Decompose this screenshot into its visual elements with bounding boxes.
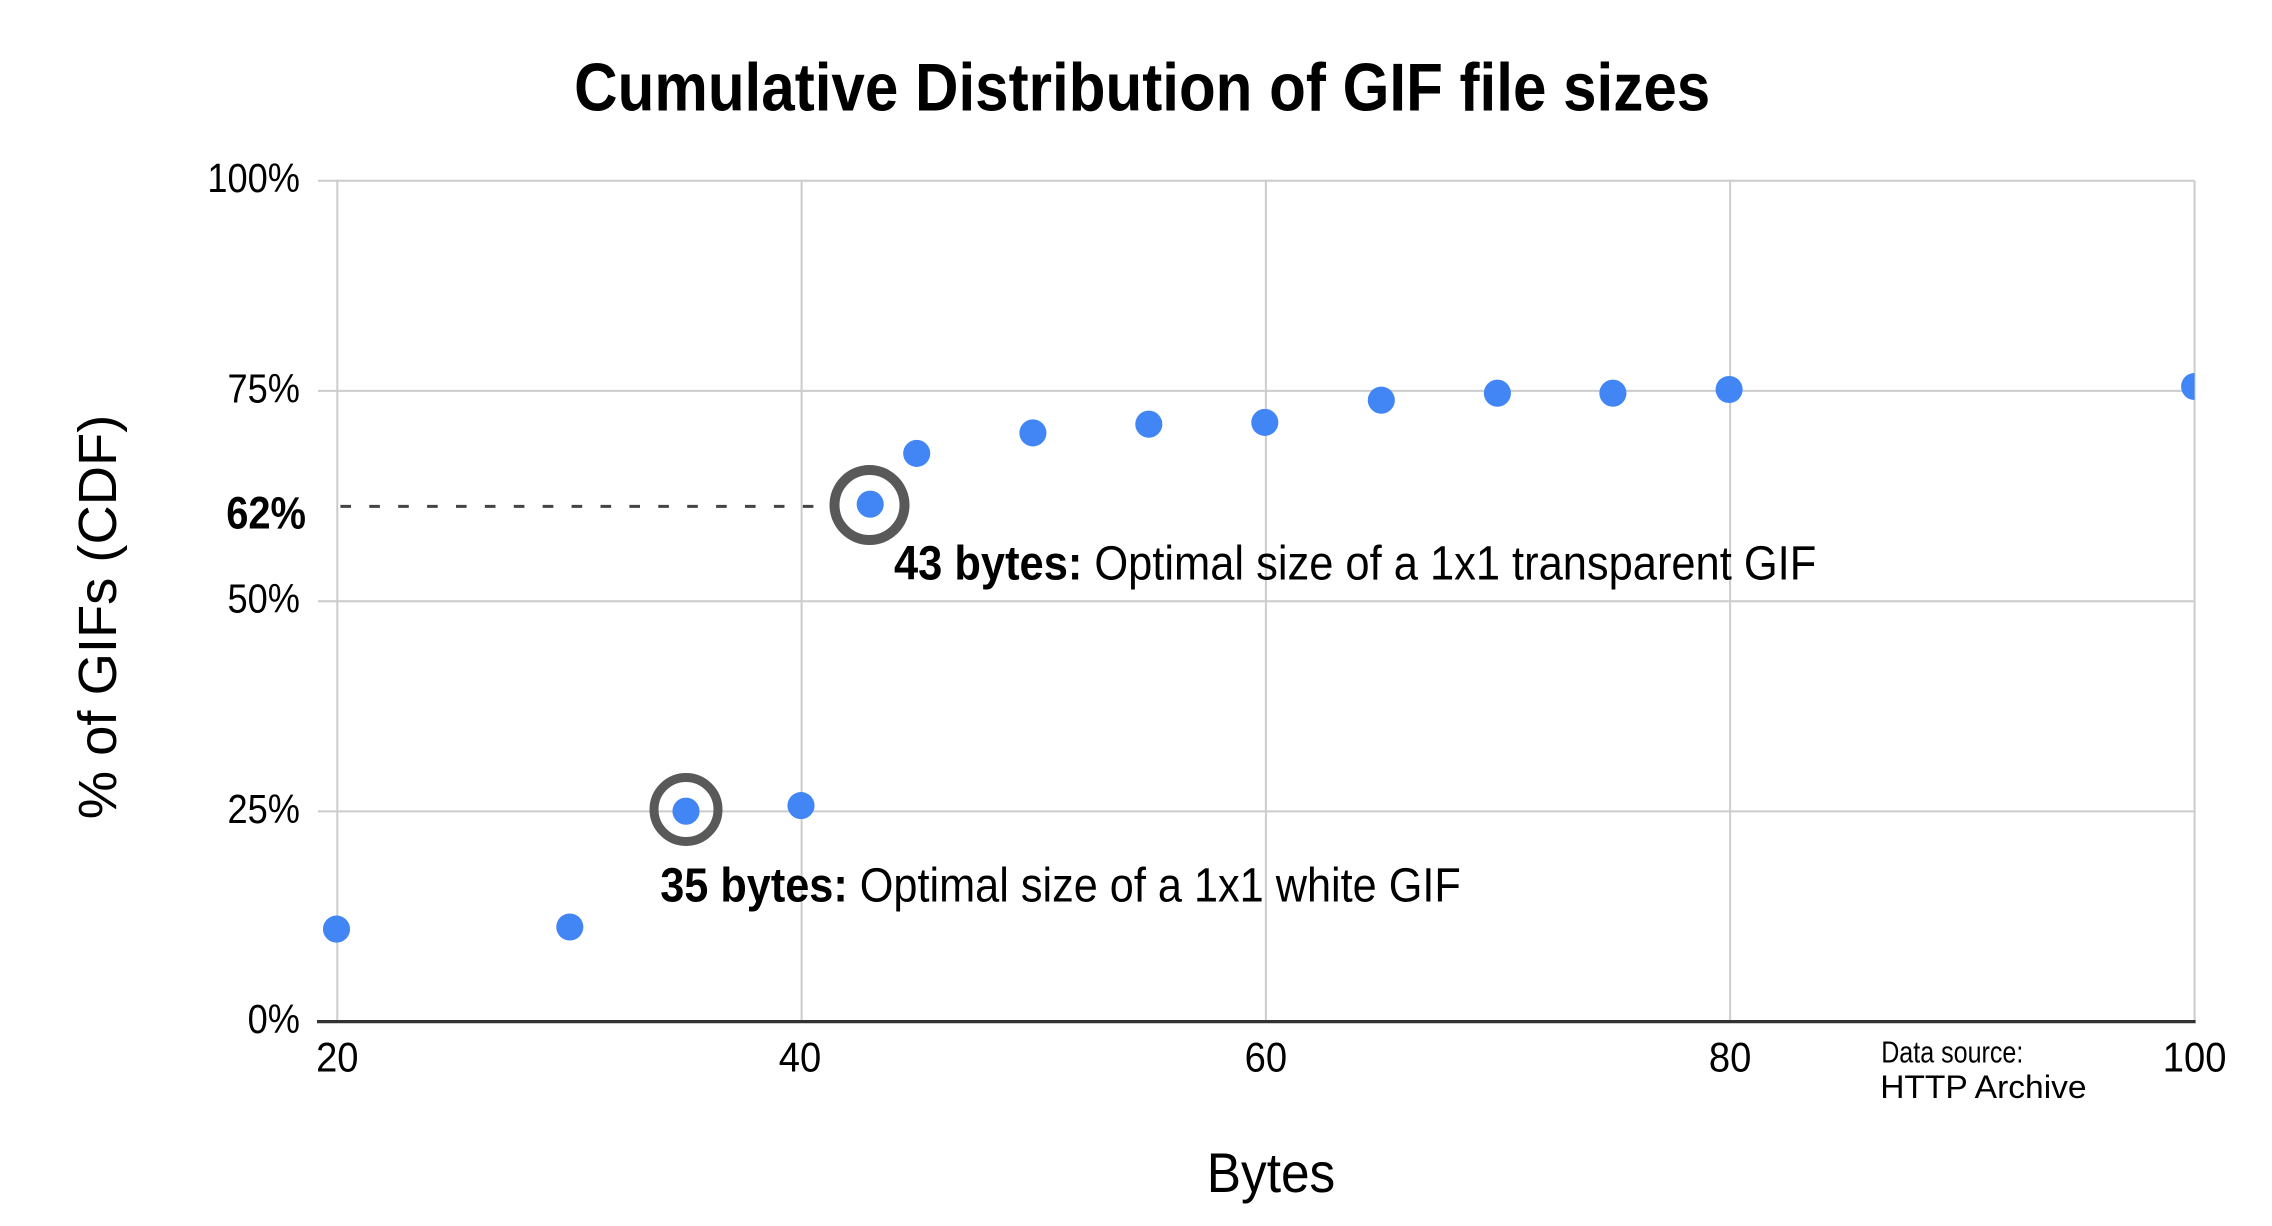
svg-text:35 bytes: Optimal size of a 1x: 35 bytes: Optimal size of a 1x1 white GI…: [660, 859, 1461, 913]
svg-text:20: 20: [316, 1035, 358, 1081]
svg-text:43 bytes: Optimal size of a 1x: 43 bytes: Optimal size of a 1x1 transpar…: [894, 536, 1816, 589]
svg-text:25%: 25%: [228, 787, 300, 832]
svg-text:Cumulative Distribution of GIF: Cumulative Distribution of GIF file size…: [574, 49, 1710, 125]
svg-text:50%: 50%: [228, 577, 300, 622]
svg-text:100: 100: [2163, 1035, 2227, 1081]
svg-text:0%: 0%: [248, 997, 300, 1042]
svg-text:% of GIFs (CDF): % of GIFs (CDF): [68, 415, 128, 819]
svg-text:80: 80: [1709, 1035, 1751, 1081]
svg-text:100%: 100%: [207, 156, 300, 201]
svg-text:Bytes: Bytes: [1207, 1142, 1336, 1204]
svg-text:Data source:: Data source:: [1881, 1035, 2023, 1069]
svg-text:40: 40: [779, 1035, 821, 1081]
svg-text:75%: 75%: [228, 366, 300, 411]
svg-text:62%: 62%: [226, 488, 306, 539]
svg-text:HTTP Archive: HTTP Archive: [1880, 1069, 2086, 1105]
svg-text:60: 60: [1245, 1035, 1287, 1081]
